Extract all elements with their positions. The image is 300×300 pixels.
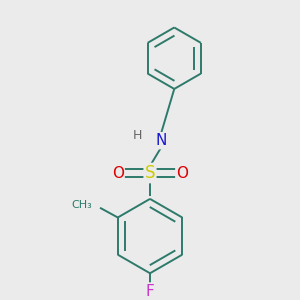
- Text: O: O: [176, 166, 188, 181]
- Text: F: F: [146, 284, 154, 298]
- Text: N: N: [156, 133, 167, 148]
- Text: S: S: [145, 164, 155, 182]
- Text: CH₃: CH₃: [71, 200, 92, 209]
- Text: O: O: [112, 166, 124, 181]
- Text: H: H: [132, 129, 142, 142]
